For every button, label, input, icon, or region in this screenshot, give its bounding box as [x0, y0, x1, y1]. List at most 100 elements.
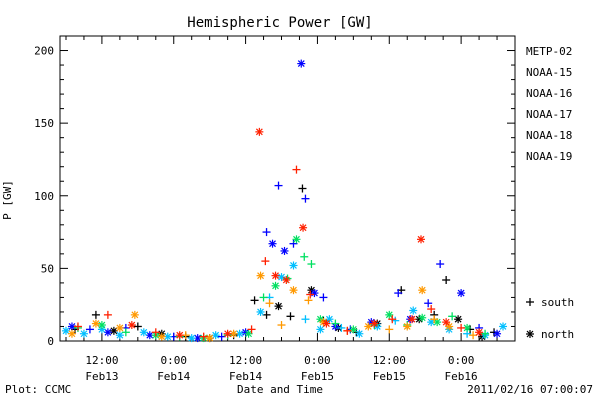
legend-entry: NOAA-16: [526, 87, 572, 100]
marker-d2: [230, 330, 238, 338]
chart-title: Hemispheric Power [GW]: [187, 15, 372, 31]
marker-d2: [370, 320, 378, 327]
marker-legend-label: north: [541, 328, 574, 341]
data-point-north: [289, 286, 298, 295]
data-point-north: [127, 321, 136, 330]
data-point-north: [157, 332, 166, 341]
data-point-south: [217, 332, 226, 341]
x-tick-date: Feb13: [85, 370, 118, 383]
series-noaa-18: [67, 271, 478, 343]
data-point-south: [307, 260, 316, 269]
marker-d2: [427, 318, 435, 326]
marker-d2: [433, 318, 441, 326]
data-point-south: [385, 325, 394, 334]
x-tick-time: 0:00: [448, 354, 475, 367]
marker-d2: [385, 311, 393, 319]
marker-d2: [68, 323, 76, 330]
marker-d2: [454, 315, 462, 323]
legend: METP-02 NOAA-15 NOAA-16 NOAA-17 NOAA-18 NOAA-…: [526, 45, 572, 163]
marker-d2: [80, 330, 88, 338]
data-point-north: [130, 310, 139, 319]
data-point-north: [67, 329, 76, 338]
x-tick-date: Feb15: [373, 370, 406, 383]
data-point-north: [499, 322, 508, 331]
data-point-north: [115, 323, 124, 332]
marker-d2: [418, 314, 426, 322]
data-point-south: [247, 325, 256, 334]
marker-d2: [146, 331, 154, 339]
data-point-north: [244, 329, 253, 338]
marker-d2: [131, 311, 139, 319]
data-point-north: [256, 307, 265, 316]
data-point-south: [259, 293, 268, 302]
legend-entry: METP-02: [526, 45, 572, 58]
data-point-north: [454, 315, 463, 324]
marker-d2: [224, 330, 232, 338]
marker-d2: [272, 282, 279, 290]
data-point-north: [211, 331, 220, 340]
data-point-north: [316, 325, 325, 334]
series-noaa-19: [73, 127, 484, 341]
data-point-north: [408, 315, 417, 324]
data-point-north: [271, 281, 280, 290]
marker-d2: [257, 272, 264, 280]
data-point-north: [310, 289, 319, 298]
marker-legend-label: south: [541, 296, 574, 309]
marker-d2: [418, 286, 426, 294]
data-point-north: [322, 319, 331, 328]
marker-d2: [68, 330, 76, 338]
x-tick-time: 0:00: [304, 354, 331, 367]
legend-entry: NOAA-19: [526, 150, 572, 163]
marker-d2: [403, 323, 411, 330]
data-point-north: [475, 328, 484, 337]
marker-legend: south north: [526, 296, 574, 341]
x-tick-time: 0:00: [161, 354, 188, 367]
data-point-south: [388, 315, 397, 324]
y-axis: 0 50 100 150 200: [34, 45, 515, 348]
marker-d2: [317, 325, 324, 333]
data-point-north: [255, 127, 264, 136]
data-point-south: [306, 290, 315, 299]
data-point-south: [151, 328, 160, 337]
y-tick-label: 0: [47, 335, 54, 348]
marker-d2: [445, 323, 453, 330]
marker-d2: [176, 331, 184, 339]
marker-d2: [245, 330, 253, 338]
data-point-south: [394, 289, 403, 298]
marker-d2: [140, 328, 148, 336]
data-point-south: [262, 228, 271, 237]
data-point-south: [304, 296, 313, 305]
marker-d2: [158, 333, 166, 341]
data-point-north: [418, 286, 427, 295]
data-point-south: [319, 293, 328, 302]
data-point-north: [268, 239, 277, 248]
data-point-north: [271, 271, 280, 280]
marker-d2: [367, 318, 375, 326]
marker-d2: [104, 328, 112, 336]
data-point-south: [442, 276, 451, 284]
x-tick-time: 12:00: [373, 354, 406, 367]
data-point-north: [299, 223, 308, 232]
marker-d2: [269, 240, 276, 248]
data-point-south: [424, 299, 433, 308]
series-noaa-16: [61, 261, 508, 343]
data-point-north: [493, 329, 502, 338]
marker-d2: [409, 307, 417, 314]
data-point-north: [223, 329, 232, 338]
x-axis-label: Date and Time: [237, 383, 323, 396]
data-point-north: [417, 235, 426, 244]
data-point-south: [286, 312, 295, 321]
marker-d2: [257, 308, 264, 316]
marker-d2: [275, 302, 282, 310]
data-point-north: [97, 321, 106, 330]
data-point-south: [301, 194, 310, 203]
data-point-south: [277, 321, 286, 330]
marker-d2: [355, 330, 363, 338]
data-point-north: [403, 322, 412, 331]
x-tick-date: Feb14: [229, 370, 262, 383]
marker-d2: [236, 330, 244, 338]
data-point-north: [139, 328, 148, 337]
data-point-south: [261, 257, 270, 266]
data-point-south: [331, 319, 340, 328]
